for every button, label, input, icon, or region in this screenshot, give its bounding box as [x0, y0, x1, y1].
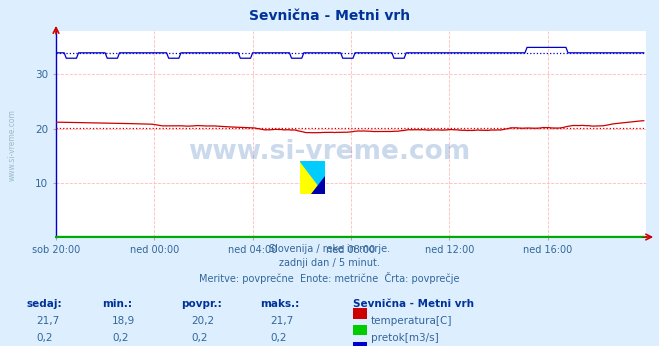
Text: 20,2: 20,2: [191, 316, 214, 326]
Text: zadnji dan / 5 minut.: zadnji dan / 5 minut.: [279, 258, 380, 268]
Text: www.si-vreme.com: www.si-vreme.com: [188, 139, 471, 165]
Polygon shape: [300, 161, 325, 194]
Text: www.si-vreme.com: www.si-vreme.com: [8, 109, 17, 181]
Text: povpr.:: povpr.:: [181, 299, 222, 309]
Text: 18,9: 18,9: [112, 316, 135, 326]
Text: temperatura[C]: temperatura[C]: [371, 316, 453, 326]
Text: Slovenija / reke in morje.: Slovenija / reke in morje.: [269, 244, 390, 254]
Text: pretok[m3/s]: pretok[m3/s]: [371, 333, 439, 343]
Text: 0,2: 0,2: [112, 333, 129, 343]
Text: Sevnična - Metni vrh: Sevnična - Metni vrh: [249, 9, 410, 22]
Text: min.:: min.:: [102, 299, 132, 309]
Text: Sevnična - Metni vrh: Sevnična - Metni vrh: [353, 299, 474, 309]
Text: 21,7: 21,7: [270, 316, 293, 326]
Text: 0,2: 0,2: [191, 333, 208, 343]
Text: 0,2: 0,2: [36, 333, 53, 343]
Polygon shape: [311, 176, 325, 194]
Text: 21,7: 21,7: [36, 316, 59, 326]
Text: Meritve: povprečne  Enote: metrične  Črta: povprečje: Meritve: povprečne Enote: metrične Črta:…: [199, 272, 460, 284]
Text: sedaj:: sedaj:: [26, 299, 62, 309]
Text: 0,2: 0,2: [270, 333, 287, 343]
Text: maks.:: maks.:: [260, 299, 300, 309]
Polygon shape: [300, 161, 325, 194]
